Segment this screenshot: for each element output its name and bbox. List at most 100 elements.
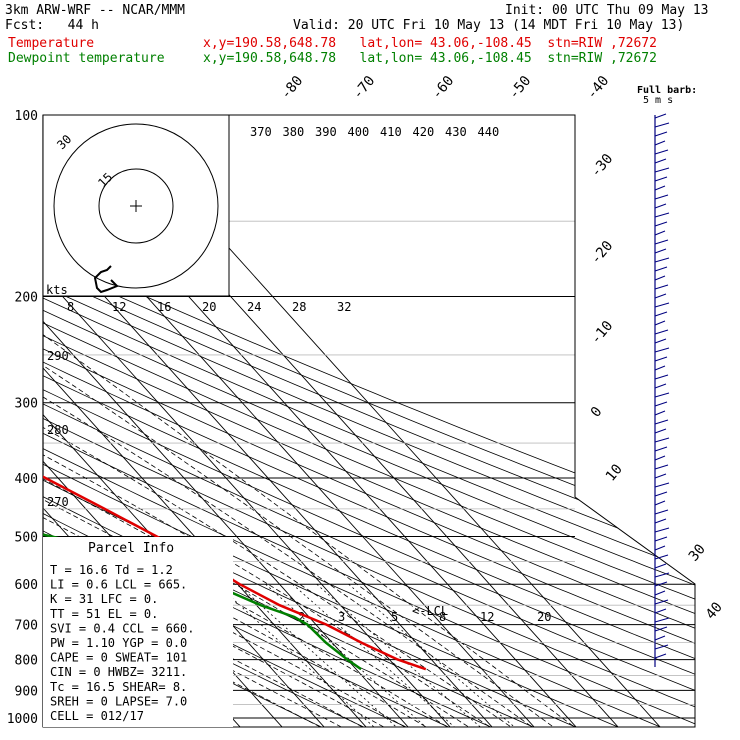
pressure-labels: 100 200 300 400 500 600 700 800 900 1000 [7,109,38,727]
hodograph-ring-inner [98,168,174,244]
dry-adiabat [43,115,695,727]
wind-barb [654,257,670,263]
barb-key-label: Full barb: [637,85,697,96]
wind-barb [654,338,667,344]
wind-barb [654,356,668,362]
moist-adiabat [43,296,517,727]
wind-barb [654,554,669,560]
wind-barbs: Full barb:5 m s [637,85,697,667]
dry-adiabat [43,115,670,727]
theta-e-label: 430 [445,125,467,139]
wind-barb [654,248,667,254]
parcel-row: Tc = 16.5 SHEAR= 8. [50,680,187,694]
moist-adiabat [43,296,475,727]
dewpoint-profile [43,115,362,671]
wind-barb [654,545,666,551]
dry-adiabat [43,115,330,727]
wind-barb [654,203,667,209]
mixing-ratio-line [316,583,485,727]
wind-barb [654,518,667,524]
dry-adiabat [43,115,695,727]
wind-barb [654,437,670,443]
right-temperature-label: 0 [588,404,606,421]
top-temperature-label: -70 [350,73,379,103]
wind-barb [654,113,667,119]
wind-barb [654,149,669,155]
wind-barb [654,275,666,281]
dry-adiabat [43,115,695,727]
moist-adiabat [43,296,538,727]
theta-label: 280 [47,423,69,437]
theta-e-label: 370 [250,125,272,139]
parcel-title: Parcel Info [88,541,174,556]
dry-adiabat [43,115,695,727]
pressure-label: 800 [15,654,38,669]
pressure-label: 400 [15,472,38,487]
right-temperature-label: -20 [588,238,617,268]
dry-adiabat [43,115,695,727]
pressure-label: 700 [15,619,38,634]
wind-barb [654,473,667,479]
parcel-row: SVI = 0.4 CCL = 660. [50,621,195,635]
wind-barb [654,131,668,137]
theta-label: 290 [47,349,69,363]
mixing-ratio-line [265,583,431,727]
parcel-row: PW = 1.10 YGP = 0.0 [50,636,187,650]
moist-adiabat [43,296,580,727]
mixing-ratio-label: 5 [391,610,398,624]
hodograph-axis-label: 16 [157,300,171,314]
dry-adiabat [43,115,695,727]
isotherm-line [43,115,328,727]
hodograph-trace [93,265,119,294]
wind-barb [654,572,670,578]
wind-barb [654,410,666,416]
wind-barb [654,230,666,236]
wind-barb [654,302,670,308]
dry-adiabat [43,115,695,727]
wind-barb [654,446,668,452]
hodograph-units: kts [46,283,68,297]
theta-e-label: 420 [413,125,435,139]
parcel-info-box: Parcel Info T = 16.6 Td = 1.2LI = 0.6 LCL… [43,537,233,727]
wind-barb [654,617,670,623]
wind-barb [654,653,667,659]
wind-barb [654,221,668,227]
pressure-label: 100 [15,109,38,124]
forecast-hour: Fcst: 44 h [5,18,99,33]
dry-adiabat [43,115,695,727]
mixing-ratio-label: 8 [439,610,446,624]
wind-barb [654,644,669,650]
hodograph-axis-label: 12 [112,300,126,314]
wind-barb [654,419,669,425]
wind-barb [654,293,667,299]
parcel-box-bg [43,537,233,727]
right-temperature-label: -10 [588,318,617,348]
wind-barb [654,365,666,371]
wind-barb [654,401,668,407]
wind-barb [654,500,666,506]
theta-e-label: 390 [315,125,337,139]
parcel-row: TT = 51 EL = 0. [50,607,158,621]
wind-barb [654,563,667,569]
model-title: 3km ARW-WRF -- NCAR/MMM [5,3,186,18]
temperature-profile [43,115,427,671]
mixing-ratio-line [216,583,379,727]
dry-adiabat [43,115,695,727]
mixing-ratio-label: 3 [338,610,345,624]
dry-adiabat [43,115,585,727]
mixing-ratio-line [292,583,459,727]
hodograph-axis-label: 28 [292,300,306,314]
wind-barb [654,590,666,596]
lcl-label: <-LCL [412,604,448,618]
temperature-legend: Temperature [8,36,95,51]
theta-e-label: 380 [283,125,305,139]
theta-e-label: 410 [380,125,402,139]
mixing-ratio-label: 20 [537,610,551,624]
wind-barb [654,581,668,587]
moist-adiabat [43,296,328,727]
wind-barb [654,482,670,488]
mixing-ratio-line [237,583,401,727]
wind-barb [654,509,669,515]
wind-barb [654,383,667,389]
